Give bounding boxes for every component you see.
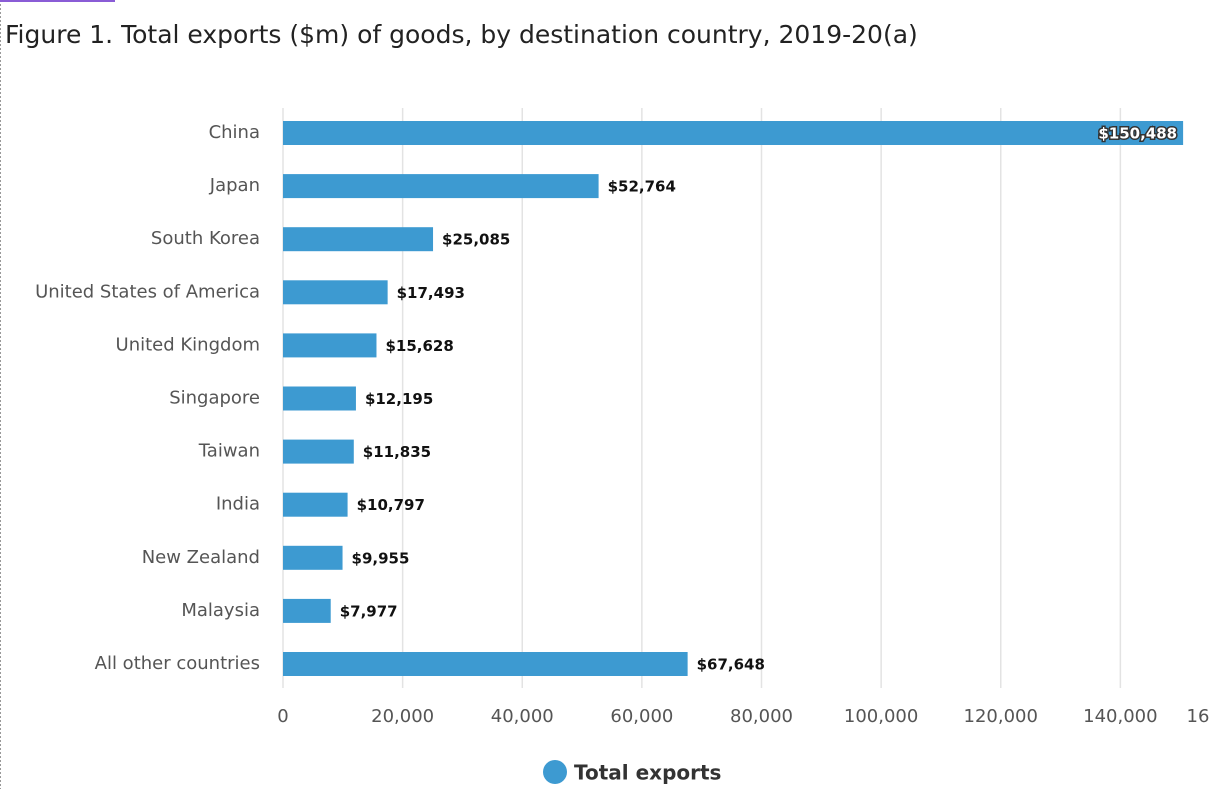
data-label: $150,488 <box>1098 125 1177 143</box>
data-label: $52,764 <box>608 178 676 196</box>
y-tick-label: South Korea <box>151 228 260 249</box>
bar <box>283 280 388 305</box>
bar <box>283 492 348 517</box>
data-label: $17,493 <box>397 284 465 302</box>
bar <box>283 121 1184 145</box>
bar <box>283 545 343 570</box>
bar <box>283 386 356 411</box>
data-label: $67,648 <box>697 656 765 674</box>
bar <box>283 652 688 676</box>
data-label: $11,835 <box>363 443 431 461</box>
x-tick-label: 120,000 <box>964 706 1038 727</box>
legend-marker <box>543 760 567 784</box>
y-tick-label: China <box>209 122 260 143</box>
bar <box>283 333 377 358</box>
chart-title: Figure 1. Total exports ($m) of goods, b… <box>5 20 918 49</box>
x-tick-label: 140,000 <box>1083 706 1157 727</box>
x-tick-label: 20,000 <box>371 706 434 727</box>
y-tick-label: United Kingdom <box>116 334 260 355</box>
y-tick-label: Singapore <box>169 388 260 409</box>
data-label: $25,085 <box>442 231 510 249</box>
data-label: $10,797 <box>357 496 425 514</box>
y-tick-label: Malaysia <box>181 600 260 621</box>
y-tick-label: New Zealand <box>142 547 260 568</box>
y-tick-label: Japan <box>209 175 260 196</box>
legend-label: Total exports <box>574 761 721 785</box>
y-tick-label: All other countries <box>95 653 260 674</box>
bar <box>283 227 434 252</box>
bar <box>283 174 599 199</box>
data-label: $15,628 <box>385 337 453 355</box>
y-tick-label: United States of America <box>35 281 260 302</box>
x-tick-label: 80,000 <box>730 706 793 727</box>
y-tick-label: India <box>216 494 260 515</box>
data-label: $9,955 <box>352 549 410 567</box>
x-tick-label: 0 <box>277 706 288 727</box>
x-tick-label: 100,000 <box>844 706 918 727</box>
bar <box>283 439 354 464</box>
bar <box>283 598 331 623</box>
x-tick-label: 40,000 <box>491 706 554 727</box>
x-tick-label: 16 <box>1187 706 1210 727</box>
y-tick-label: Taiwan <box>198 441 260 462</box>
x-tick-label: 60,000 <box>610 706 673 727</box>
data-label: $12,195 <box>365 390 433 408</box>
data-label: $7,977 <box>340 602 398 620</box>
